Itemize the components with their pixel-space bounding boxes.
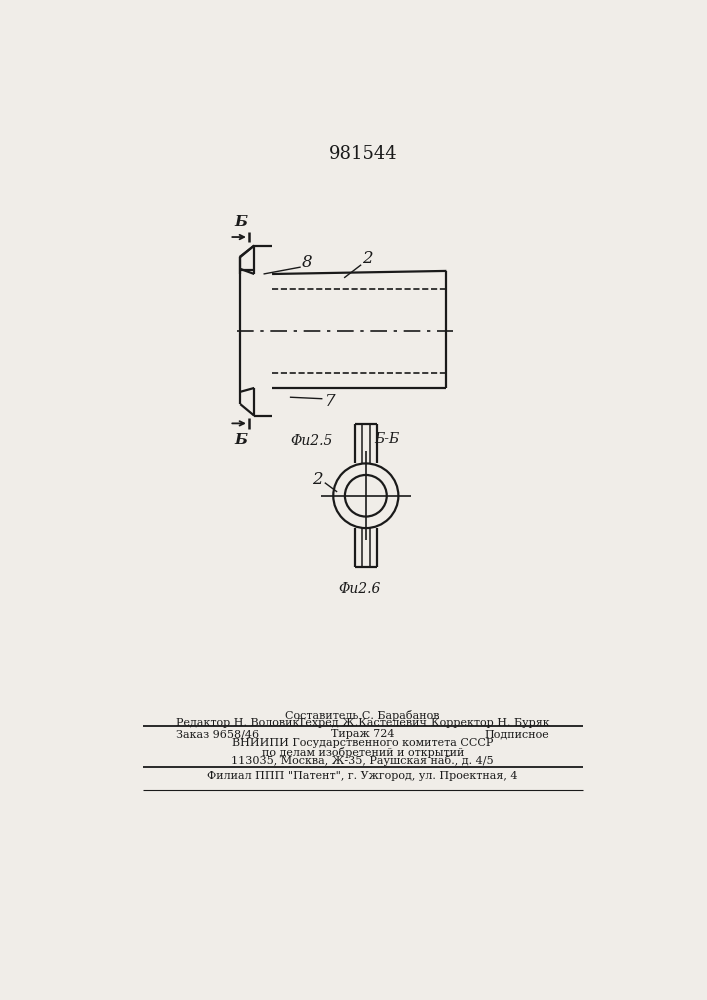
Text: Составитель С. Барабанов: Составитель С. Барабанов	[286, 710, 440, 721]
Text: Корректор Н. Буряк: Корректор Н. Буряк	[431, 718, 549, 728]
Text: 981544: 981544	[329, 145, 397, 163]
Text: 113035, Москва, Ж-35, Раушская наб., д. 4/5: 113035, Москва, Ж-35, Раушская наб., д. …	[231, 755, 494, 766]
Text: Б: Б	[235, 433, 247, 447]
Text: Б-Б: Б-Б	[374, 432, 399, 446]
Text: Заказ 9658/46: Заказ 9658/46	[176, 729, 259, 739]
Text: по делам изобретений и открытий: по делам изобретений и открытий	[262, 747, 464, 758]
Text: 8: 8	[302, 254, 312, 271]
Text: Тираж 724: Тираж 724	[331, 729, 395, 739]
Text: ВНИИПИ Государственного комитета СССР: ВНИИПИ Государственного комитета СССР	[232, 738, 493, 748]
Text: Филиал ППП "Патент", г. Ужгород, ул. Проектная, 4: Филиал ППП "Патент", г. Ужгород, ул. Про…	[207, 771, 518, 781]
Text: 2: 2	[312, 471, 322, 488]
Text: Редактор Н. Воловик: Редактор Н. Воловик	[176, 718, 299, 728]
Text: Φu2.5: Φu2.5	[291, 434, 333, 448]
Text: Б: Б	[235, 215, 247, 229]
Text: 7: 7	[325, 393, 336, 410]
Text: 2: 2	[362, 250, 373, 267]
Text: Техред Ж.Кастелевич: Техред Ж.Кастелевич	[298, 718, 427, 728]
Text: Подписное: Подписное	[485, 729, 549, 739]
Text: Φu2.6: Φu2.6	[339, 582, 381, 596]
